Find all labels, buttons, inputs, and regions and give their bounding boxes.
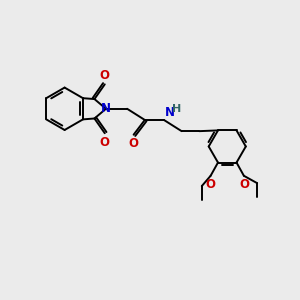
Text: O: O: [100, 69, 110, 82]
Text: O: O: [239, 178, 249, 191]
Text: O: O: [129, 137, 139, 150]
Text: O: O: [100, 136, 110, 148]
Text: N: N: [101, 102, 111, 115]
Text: N: N: [165, 106, 175, 119]
Text: O: O: [206, 178, 216, 191]
Text: H: H: [172, 104, 181, 114]
